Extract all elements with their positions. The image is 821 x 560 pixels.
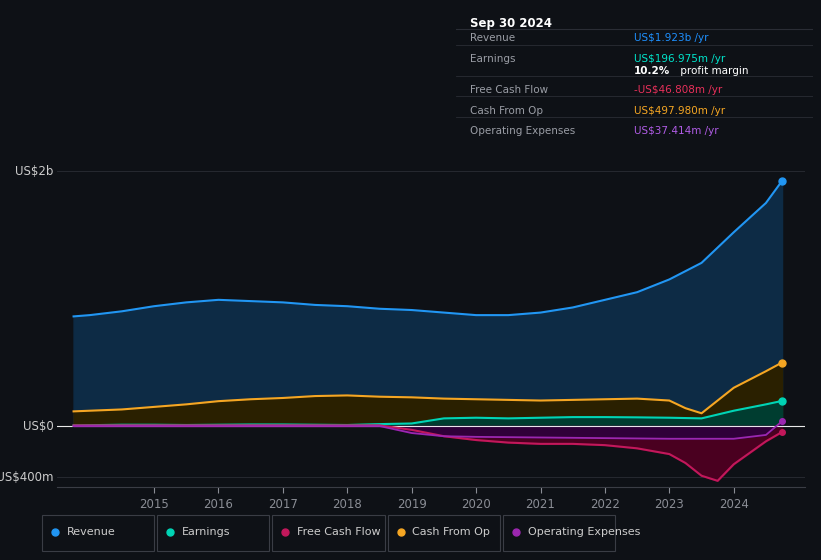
FancyBboxPatch shape: [42, 515, 154, 551]
Text: Operating Expenses: Operating Expenses: [528, 527, 640, 537]
Text: US$497.980m /yr: US$497.980m /yr: [635, 106, 725, 116]
Text: profit margin: profit margin: [677, 66, 749, 76]
Text: US$0: US$0: [23, 419, 53, 432]
Text: Revenue: Revenue: [470, 33, 515, 43]
Text: US$1.923b /yr: US$1.923b /yr: [635, 33, 709, 43]
Text: Cash From Op: Cash From Op: [412, 527, 490, 537]
FancyBboxPatch shape: [157, 515, 269, 551]
Text: US$196.975m /yr: US$196.975m /yr: [635, 54, 726, 64]
Text: Earnings: Earnings: [470, 54, 516, 64]
Text: Free Cash Flow: Free Cash Flow: [297, 527, 381, 537]
FancyBboxPatch shape: [273, 515, 384, 551]
FancyBboxPatch shape: [388, 515, 500, 551]
FancyBboxPatch shape: [502, 515, 615, 551]
Text: Operating Expenses: Operating Expenses: [470, 127, 576, 136]
Text: 10.2%: 10.2%: [635, 66, 671, 76]
Text: US$37.414m /yr: US$37.414m /yr: [635, 127, 719, 136]
Text: Sep 30 2024: Sep 30 2024: [470, 17, 552, 30]
Text: Earnings: Earnings: [181, 527, 231, 537]
Text: Cash From Op: Cash From Op: [470, 106, 543, 116]
Text: US$2b: US$2b: [16, 165, 53, 178]
Text: -US$46.808m /yr: -US$46.808m /yr: [635, 85, 722, 95]
Text: Revenue: Revenue: [67, 527, 115, 537]
Text: Free Cash Flow: Free Cash Flow: [470, 85, 548, 95]
Text: -US$400m: -US$400m: [0, 470, 53, 483]
